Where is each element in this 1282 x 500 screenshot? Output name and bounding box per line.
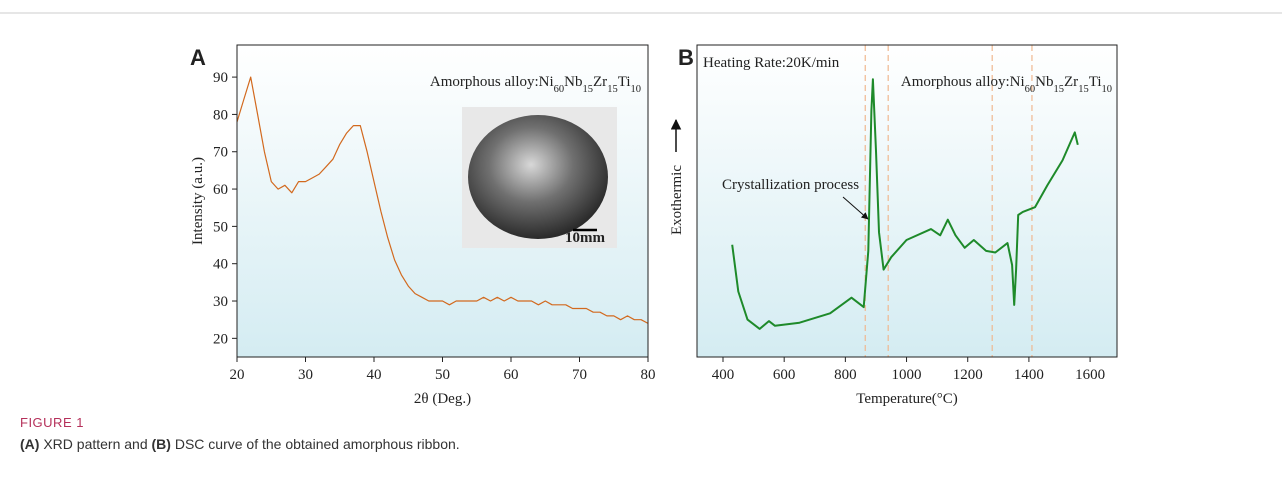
x-tick-label: 50 (435, 367, 450, 383)
y-axis-label: Intensity (a.u.) (190, 157, 206, 245)
x-tick-label: 1400 (1014, 367, 1044, 383)
scale-label: 10mm (565, 230, 605, 246)
y-tick-label: 90 (213, 70, 228, 86)
caption-part: (A) (20, 436, 40, 452)
y-axis-label: Exothermic (669, 165, 685, 235)
y-tick-label: 40 (213, 257, 228, 273)
x-tick-label: 600 (773, 367, 796, 383)
annotation: Crystallization process (722, 177, 859, 193)
x-tick-label: 1200 (953, 367, 983, 383)
y-tick-label: 80 (213, 107, 228, 123)
inset-disc (468, 115, 608, 239)
figure-label: FIGURE 1 (20, 415, 84, 430)
plot-frame (236, 44, 649, 358)
annotation: Amorphous alloy:Ni60Nb15Zr15Ti10 (901, 74, 1112, 95)
x-axis-label: Temperature(°C) (856, 391, 958, 407)
plot-background (697, 45, 1117, 357)
y-tick-label: 20 (213, 331, 228, 347)
data-line (236, 76, 649, 324)
y-tick-label: 70 (213, 145, 228, 161)
x-tick-label: 400 (712, 367, 735, 383)
figure: 20 30 40 50 60 70 80 20 30 40 50 60 70 80 90 2θ (Deg.) A… (0, 12, 1282, 407)
x-tick-label: 80 (641, 367, 656, 383)
x-tick-label: 30 (298, 367, 313, 383)
caption-part: (B) (151, 436, 171, 452)
caption: (A) XRD pattern and (B) DSC curve of the… (20, 436, 460, 452)
panel-label: B (678, 45, 694, 70)
y-tick-label: 30 (213, 294, 228, 310)
x-axis-label: 2θ (Deg.) (414, 391, 471, 407)
x-tick-label: 800 (834, 367, 857, 383)
data-line (731, 78, 1079, 330)
y-axis-label-group: Exothermic (669, 118, 685, 235)
caption-part: XRD pattern and (43, 436, 148, 452)
x-tick-label: 1000 (892, 367, 922, 383)
y-tick-label: 60 (213, 182, 228, 198)
annotation: Amorphous alloy:Ni60Nb15Zr15Ti10 (430, 74, 641, 95)
x-tick-label: 1600 (1075, 367, 1105, 383)
x-tick-label: 20 (230, 367, 245, 383)
y-tick-label: 50 (213, 219, 228, 235)
x-tick-label: 60 (504, 367, 519, 383)
panel-label: A (190, 45, 206, 70)
annotation: Heating Rate:20K/min (703, 55, 840, 71)
x-tick-label: 40 (367, 367, 382, 383)
annotation-arrow (842, 196, 869, 220)
caption-part: DSC curve of the obtained amorphous ribb… (174, 436, 460, 452)
x-tick-label: 70 (572, 367, 587, 383)
plot-frame (696, 44, 1118, 358)
